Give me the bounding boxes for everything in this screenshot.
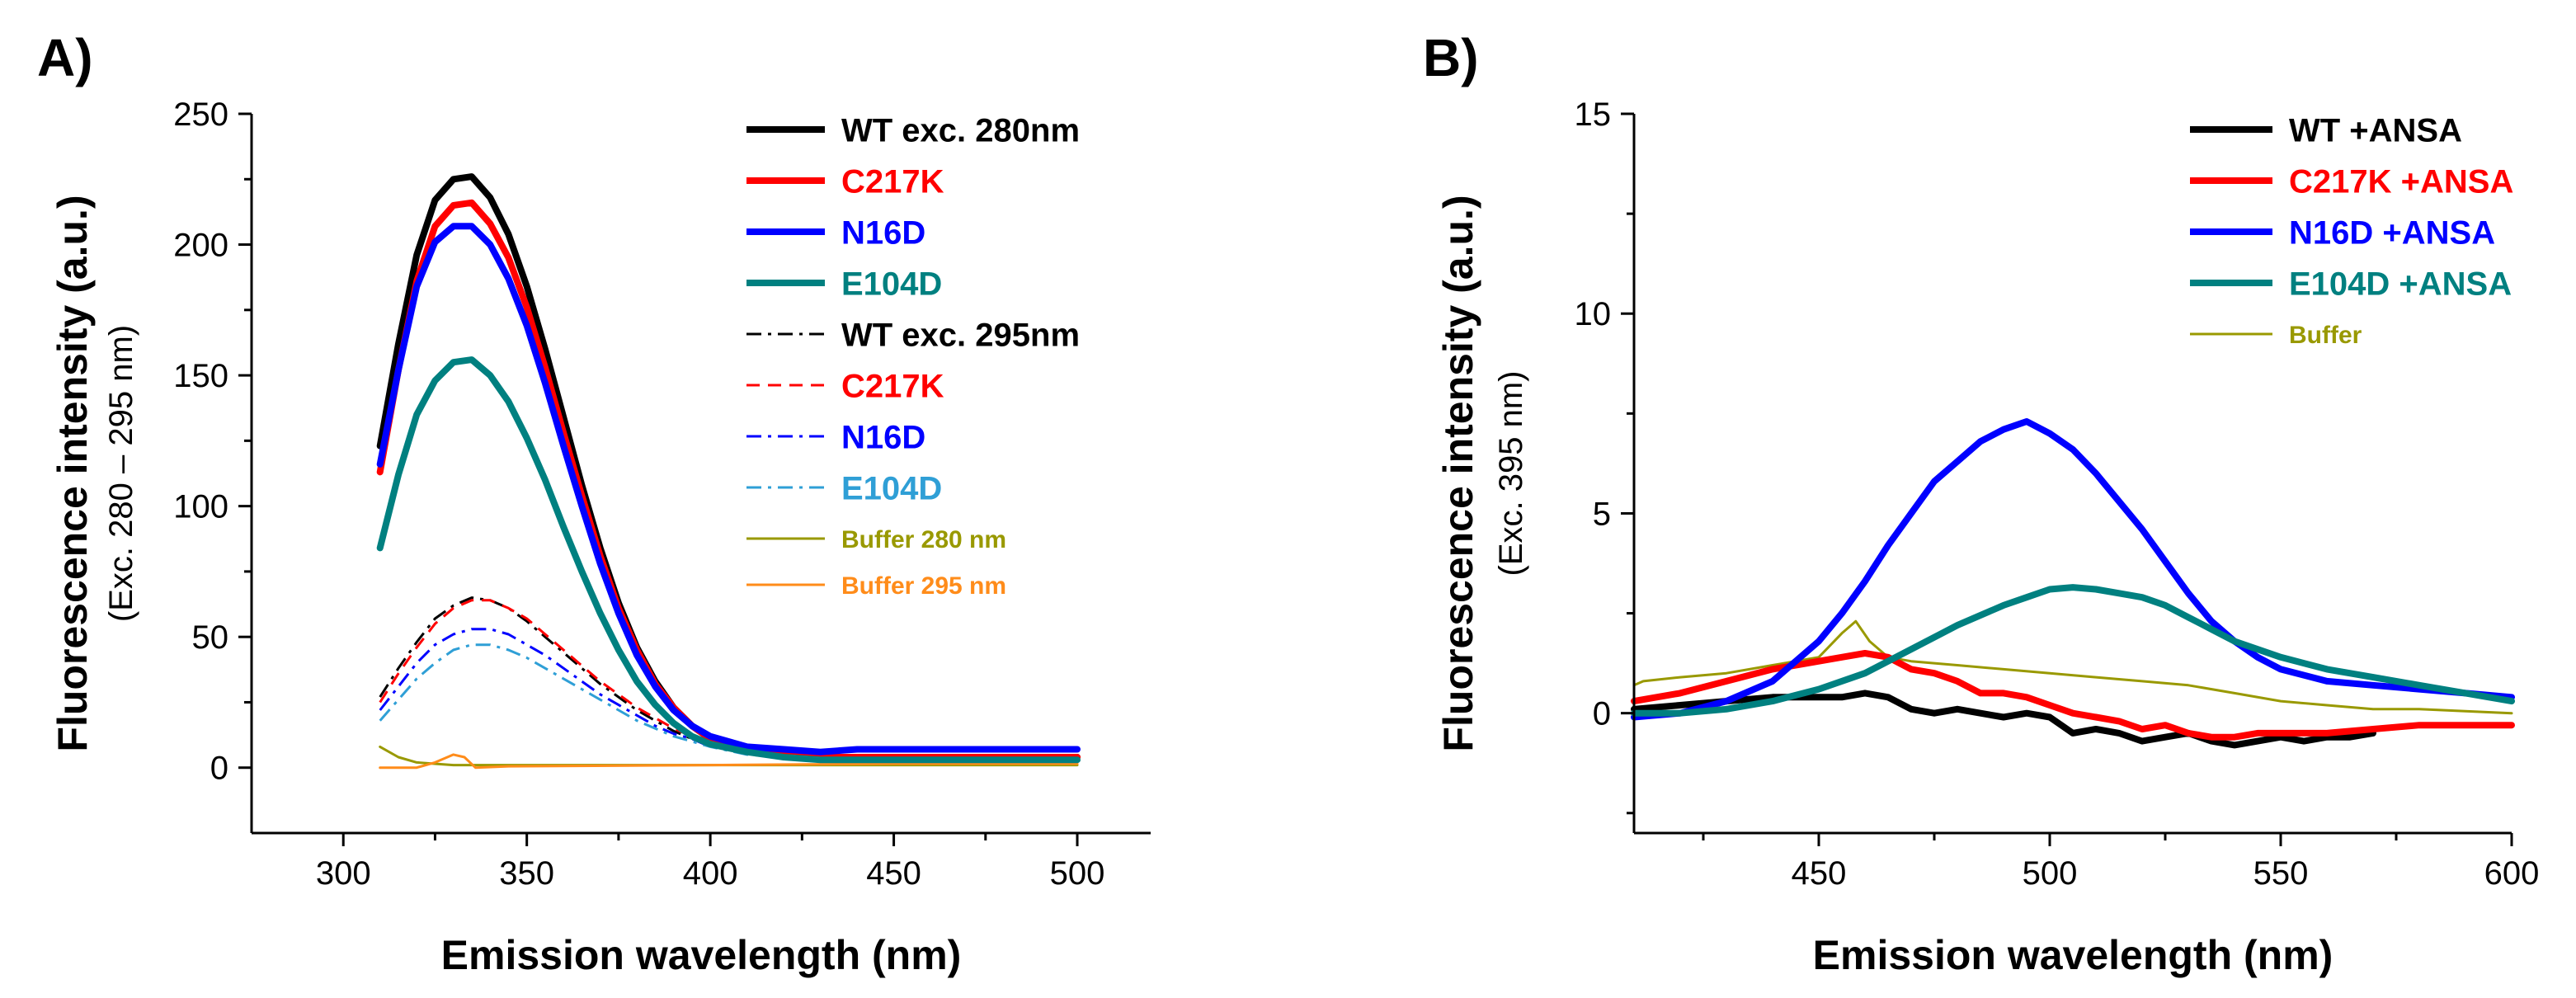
- y-tick-label: 0: [210, 751, 228, 787]
- series-line-e104d-ansa: [1631, 584, 2515, 717]
- legend-label: N16D: [841, 214, 925, 251]
- series-line-e104d: [376, 356, 1081, 764]
- legend-label: C217K +ANSA: [2289, 163, 2513, 200]
- panel-b-legend: WT +ANSA C217K +ANSA N16D +ANSA E104D +ANSA…: [2190, 112, 2513, 349]
- legend-label: Buffer: [2289, 322, 2362, 349]
- panel-a-legend: WT exc. 280nm C217K N16D E104D WT exc. 295nm…: [746, 112, 1080, 600]
- series-line-e104d: [379, 643, 1077, 764]
- panel-a-series-group: [376, 173, 1081, 770]
- y-tick-label: 200: [173, 228, 228, 264]
- series-line-n16d: [376, 223, 1081, 756]
- x-tick-label: 350: [499, 855, 554, 892]
- panel-b-x-title: Emission wavelength (nm): [1813, 932, 2333, 978]
- x-tick-label: 450: [866, 855, 921, 892]
- y-tick-label: 150: [173, 358, 228, 394]
- series-line-n16d: [379, 628, 1077, 764]
- series-line-buffer: [1632, 619, 2513, 715]
- y-tick-label: 5: [1593, 496, 1611, 532]
- series-line-c217k: [379, 599, 1077, 764]
- panel-b-chart: 450 500 550 600 0 5 10 15 Emission wavelength (…: [1435, 97, 2539, 978]
- series-line-wt-ansa: [1631, 690, 2376, 749]
- legend-label: N16D +ANSA: [2289, 214, 2495, 251]
- panel-label-b: B): [1423, 28, 1479, 87]
- legend-label: WT +ANSA: [2289, 112, 2462, 148]
- legend-label: E104D +ANSA: [2289, 266, 2512, 302]
- x-tick-label: 600: [2484, 855, 2540, 892]
- series-line-wt-exc-280nm: [376, 173, 1081, 760]
- x-tick-label: 500: [1050, 855, 1105, 892]
- series-line-wt-exc-295nm: [379, 596, 1077, 764]
- legend-label: E104D: [841, 266, 942, 302]
- panel-b-y-title: Fluorescence intensity (a.u.): [1435, 195, 1481, 751]
- x-tick-label: 400: [683, 855, 738, 892]
- x-tick-label: 500: [2023, 855, 2078, 892]
- panel-a-x-title: Emission wavelength (nm): [441, 932, 962, 978]
- panel-a-chart: 300 350 400 450 500 0 50 100 150 200 250 Emission …: [49, 97, 1151, 978]
- panel-label-a: A): [37, 28, 93, 87]
- series-line-c217k: [376, 199, 1081, 760]
- panel-b-series-group: [1631, 418, 2515, 749]
- legend-label: Buffer 280 nm: [841, 526, 1006, 553]
- y-tick-label: 250: [173, 97, 228, 133]
- y-tick-label: 100: [173, 489, 228, 525]
- legend-label: WT exc. 280nm: [841, 112, 1080, 148]
- legend-label: WT exc. 295nm: [841, 317, 1080, 353]
- x-tick-label: 300: [316, 855, 371, 892]
- panel-a-y-subtitle: (Exc. 280 – 295 nm): [103, 325, 139, 622]
- series-line-n16d-ansa: [1631, 418, 2515, 721]
- y-tick-label: 50: [192, 619, 229, 656]
- x-tick-label: 450: [1792, 855, 1847, 892]
- legend-label: Buffer 295 nm: [841, 572, 1006, 600]
- panel-a-y-title: Fluorescence intensity (a.u.): [49, 195, 96, 751]
- series-line-buffer-295-nm: [379, 753, 1079, 770]
- legend-label: E104D: [841, 470, 942, 506]
- y-tick-label: 0: [1593, 696, 1611, 732]
- legend-label: N16D: [841, 419, 925, 455]
- x-tick-label: 550: [2253, 855, 2309, 892]
- legend-label: C217K: [841, 163, 944, 200]
- legend-label: C217K: [841, 368, 944, 404]
- y-tick-label: 10: [1575, 296, 1612, 332]
- panel-b-y-subtitle: (Exc. 395 nm): [1493, 371, 1529, 577]
- y-tick-label: 15: [1575, 97, 1612, 133]
- series-line-c217k-ansa: [1631, 650, 2515, 741]
